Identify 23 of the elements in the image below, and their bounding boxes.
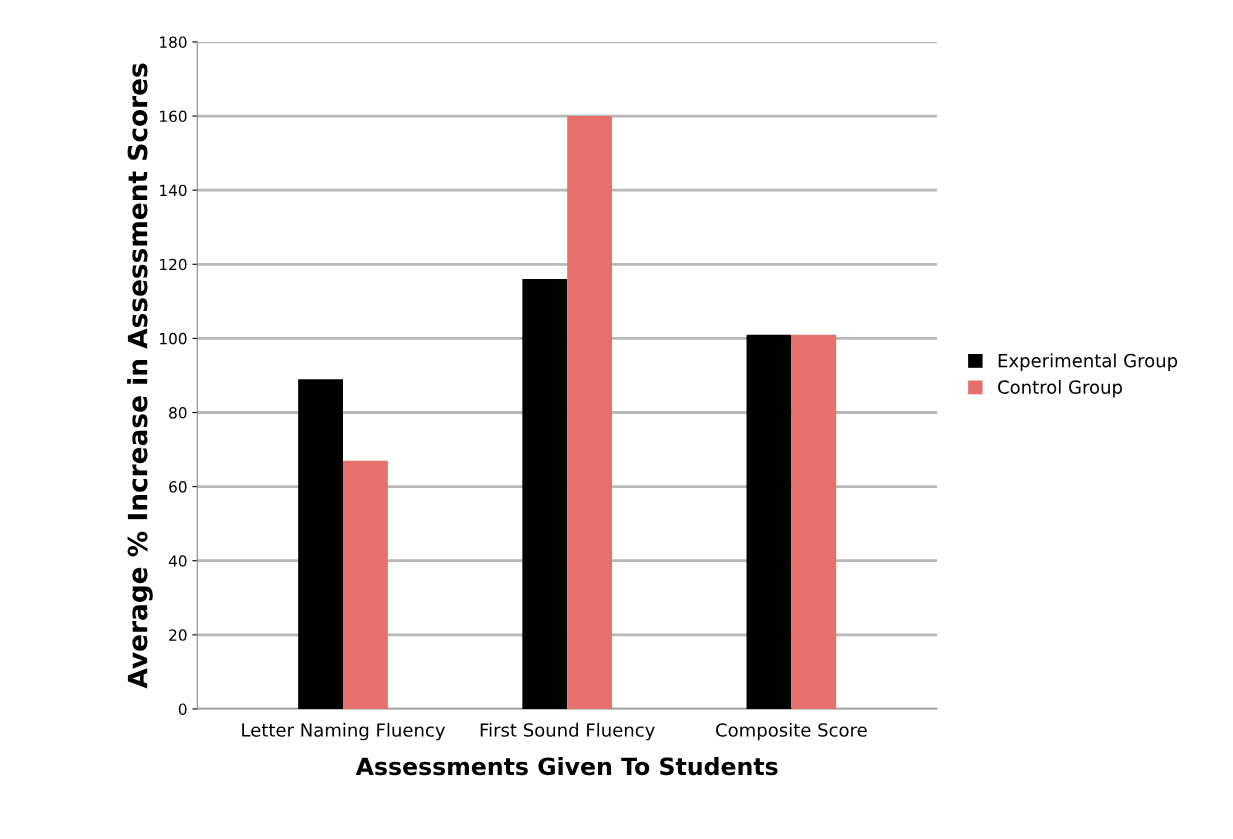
y-tick-label: 140 [160, 184, 187, 197]
y-tick-label: 180 [160, 36, 187, 48]
y-tick-label: 80 [169, 406, 187, 419]
bar [746, 334, 792, 709]
y-tick-label: 40 [168, 555, 187, 567]
x-tick-label: Letter Naming Fluency [242, 722, 446, 741]
x-axis-title: Assessments Given To Students [355, 756, 778, 776]
bar [567, 116, 613, 709]
y-tick-label: 20 [169, 629, 187, 641]
y-tick-label: 0 [178, 703, 187, 715]
bar [522, 279, 568, 709]
bar [343, 460, 388, 709]
y-tick-label: 100 [160, 332, 187, 345]
y-tick-label: 60 [169, 481, 187, 493]
legend-label: Experimental Group [998, 353, 1178, 371]
y-axis-title: Average % Increase in Assessment Scores [127, 63, 153, 689]
x-tick-label: First Sound Fluency [480, 722, 655, 741]
bar [298, 379, 343, 709]
legend-label: Control Group [998, 379, 1122, 398]
bar [791, 334, 837, 709]
y-tick-label: 120 [160, 258, 187, 271]
x-tick-label: Composite Score [716, 722, 867, 741]
y-tick-label: 160 [160, 110, 187, 123]
